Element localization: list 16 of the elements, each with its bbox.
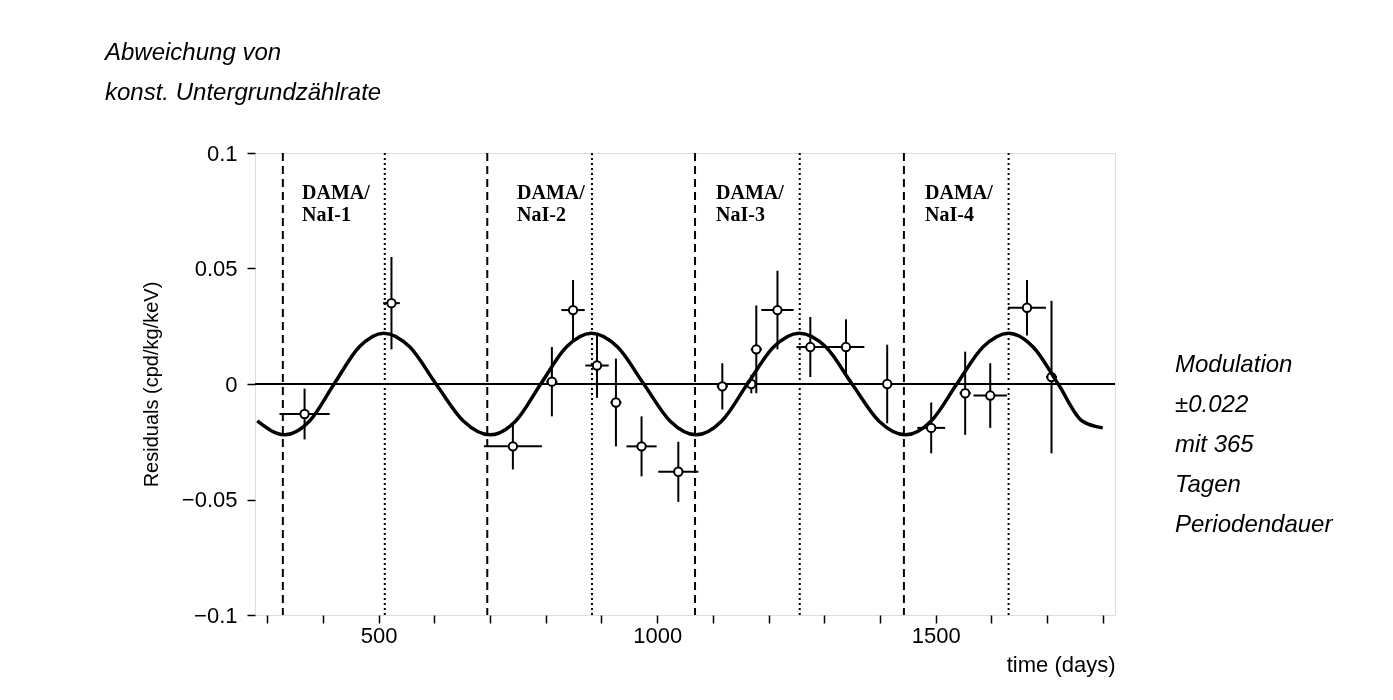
y-tick-label: −0.1 xyxy=(194,602,238,628)
text: Abweichung von konst. Untergrundzählrate xyxy=(103,38,382,105)
y-tick-label: 0 xyxy=(225,371,238,397)
y-tick-label: 0.05 xyxy=(194,256,238,281)
annotation: DAMA/ NaI-1 xyxy=(302,181,371,225)
annotation: DAMA/ NaI-2 xyxy=(517,181,586,225)
y-axis-title: Residuals (cpd/kg/keV) xyxy=(139,281,162,488)
text: Modulation ±0.022 mit 365 Tagen Periodendauer xyxy=(1175,350,1334,537)
y-tick-label: −0.05 xyxy=(181,487,238,512)
annotation: DAMA/ NaI-4 xyxy=(925,181,994,225)
x-tick-label: 1500 xyxy=(911,622,961,648)
x-axis-title: time (days) xyxy=(1006,651,1116,677)
x-tick-label: 500 xyxy=(360,622,398,648)
x-tick-label: 1000 xyxy=(633,622,683,648)
y-tick-label: 0.1 xyxy=(206,140,238,166)
annotation: DAMA/ NaI-3 xyxy=(716,181,785,225)
